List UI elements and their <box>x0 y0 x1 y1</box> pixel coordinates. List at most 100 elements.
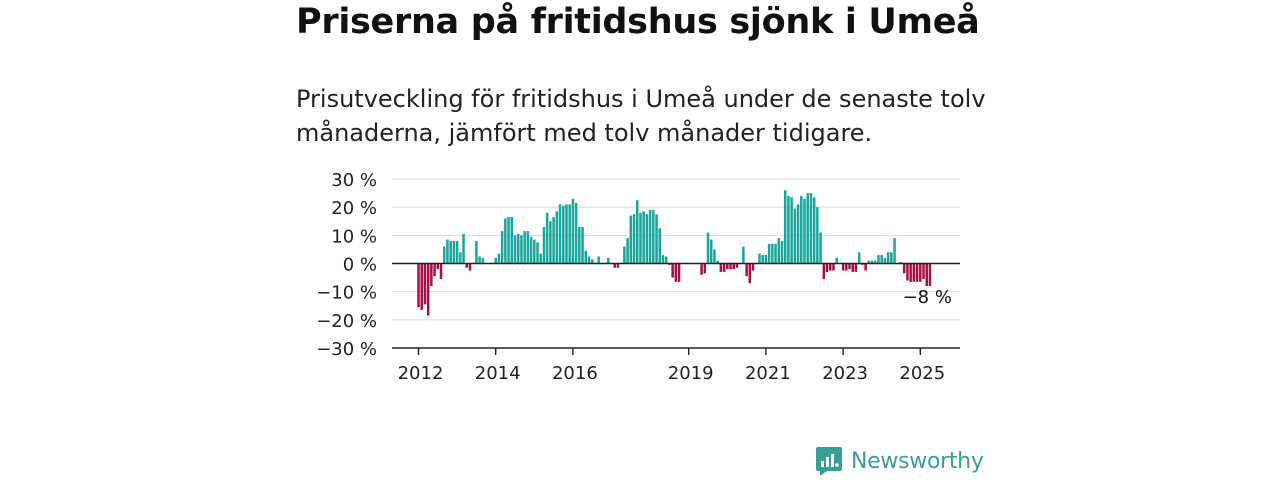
bar <box>449 240 452 264</box>
bar <box>870 260 874 264</box>
y-tick-label: 0 % <box>343 255 377 276</box>
bar <box>883 257 887 264</box>
bar <box>925 263 928 287</box>
bar <box>632 214 636 264</box>
bar <box>713 249 716 264</box>
bar <box>835 257 838 264</box>
bar <box>828 263 832 271</box>
bar <box>542 226 546 264</box>
bar <box>513 235 517 264</box>
bar <box>841 263 845 271</box>
bar <box>539 253 542 264</box>
bar <box>928 263 932 287</box>
bar <box>526 231 530 264</box>
bar <box>912 263 916 282</box>
bar <box>745 263 748 277</box>
axes <box>392 262 960 355</box>
bar <box>729 263 732 270</box>
bar <box>812 197 816 264</box>
x-tick-label: 2021 <box>745 363 791 384</box>
bar <box>494 257 497 264</box>
bar <box>452 240 456 264</box>
bar <box>655 214 658 264</box>
bar <box>475 240 478 264</box>
bar <box>552 217 555 264</box>
bar <box>751 263 755 271</box>
bar <box>520 235 523 264</box>
bar <box>851 263 855 272</box>
bar <box>806 193 809 264</box>
bar <box>507 217 510 264</box>
bar <box>726 263 729 270</box>
bar <box>635 200 639 264</box>
bars <box>417 190 932 316</box>
bar <box>584 250 588 264</box>
bar <box>767 243 771 264</box>
bar <box>700 263 703 275</box>
bar <box>790 197 793 264</box>
bar <box>774 243 777 264</box>
bar <box>430 263 433 287</box>
grid-lines <box>392 178 960 321</box>
bar <box>555 211 559 264</box>
bar <box>758 253 761 264</box>
bar <box>616 263 620 268</box>
bar <box>648 209 652 264</box>
bar <box>890 252 893 264</box>
y-tick-label: 30 % <box>331 170 377 191</box>
y-tick-label: −10 % <box>316 283 377 304</box>
bar <box>558 204 562 264</box>
y-tick-label: 20 % <box>331 198 377 219</box>
bar <box>481 257 485 264</box>
bar <box>803 198 806 264</box>
bar <box>732 263 735 270</box>
bar <box>796 204 800 264</box>
bar <box>742 246 745 264</box>
bar <box>825 263 829 272</box>
bar <box>919 263 922 282</box>
brand-logo: Newsworthy <box>815 446 984 476</box>
brand-name: Newsworthy <box>851 448 984 474</box>
bar <box>504 218 507 264</box>
bar <box>439 263 443 279</box>
bar <box>677 263 681 282</box>
bar <box>915 263 919 282</box>
bar <box>848 263 851 270</box>
bar <box>832 263 835 271</box>
bar <box>661 255 665 264</box>
bar <box>822 263 826 279</box>
bar <box>854 263 858 272</box>
bar <box>716 260 719 264</box>
bar <box>652 209 655 264</box>
bar <box>423 263 427 305</box>
bar <box>626 238 629 264</box>
bar <box>533 239 536 264</box>
bar <box>433 263 436 277</box>
bar <box>922 263 925 279</box>
bar <box>735 263 739 268</box>
bar <box>536 242 539 264</box>
bar <box>623 246 626 264</box>
bar <box>613 263 616 268</box>
bar <box>571 198 575 264</box>
bar <box>867 260 871 264</box>
bar <box>574 202 578 264</box>
bar <box>462 233 465 264</box>
bar <box>709 239 713 264</box>
x-tick-label: 2012 <box>398 363 444 384</box>
bar <box>645 214 649 264</box>
bar <box>783 190 787 264</box>
bar <box>455 240 459 264</box>
bar <box>809 193 813 264</box>
bar <box>549 221 552 264</box>
bar <box>877 255 880 264</box>
last-value-label: −8 % <box>903 287 952 308</box>
bar <box>510 217 514 264</box>
chart-subtitle: Prisutveckling för fritidshus i Umeå und… <box>296 85 986 147</box>
bar <box>780 240 784 264</box>
bar <box>764 255 768 264</box>
bar <box>545 212 549 264</box>
bar <box>748 263 752 284</box>
bar <box>664 256 668 264</box>
bar <box>417 263 420 308</box>
